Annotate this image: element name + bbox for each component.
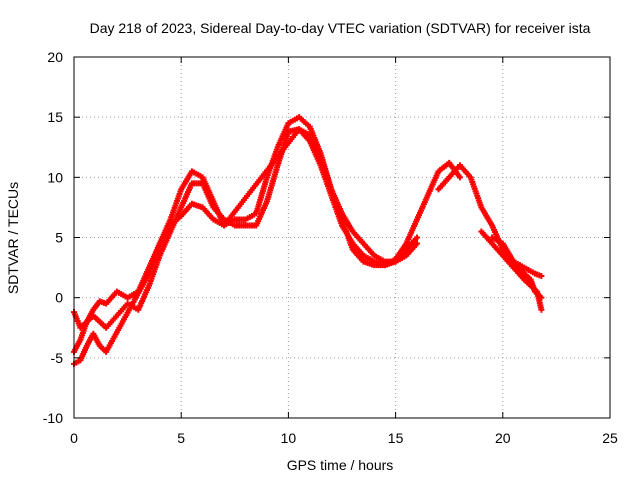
- y-tick-label: 20: [47, 49, 63, 65]
- x-tick-label: 15: [388, 430, 404, 446]
- y-tick-label: 10: [47, 169, 63, 185]
- data-layer: [71, 114, 545, 367]
- y-tick-label: -5: [51, 350, 64, 366]
- data-point: [538, 306, 545, 313]
- chart-title: Day 218 of 2023, Sidereal Day-to-day VTE…: [90, 20, 591, 36]
- y-tick-label: 0: [55, 290, 63, 306]
- x-tick-label: 25: [602, 430, 618, 446]
- y-tick-label: -10: [43, 410, 63, 426]
- x-axis-label: GPS time / hours: [287, 457, 394, 473]
- y-axis-label: SDTVAR / TECUs: [5, 182, 21, 294]
- data-point: [456, 174, 463, 181]
- x-tick-label: 10: [281, 430, 297, 446]
- x-tick-label: 20: [495, 430, 511, 446]
- y-tick-label: 15: [47, 109, 63, 125]
- grid-layer: [74, 57, 610, 418]
- data-point: [414, 240, 421, 247]
- x-tick-label: 5: [177, 430, 185, 446]
- x-tick-label: 0: [70, 430, 78, 446]
- axis-layer: 0 5 10 15 20 25 -10 -5 0 5 10 15 20: [43, 49, 618, 446]
- data-point: [414, 234, 421, 241]
- y-tick-label: 5: [55, 230, 63, 246]
- data-point: [538, 273, 545, 280]
